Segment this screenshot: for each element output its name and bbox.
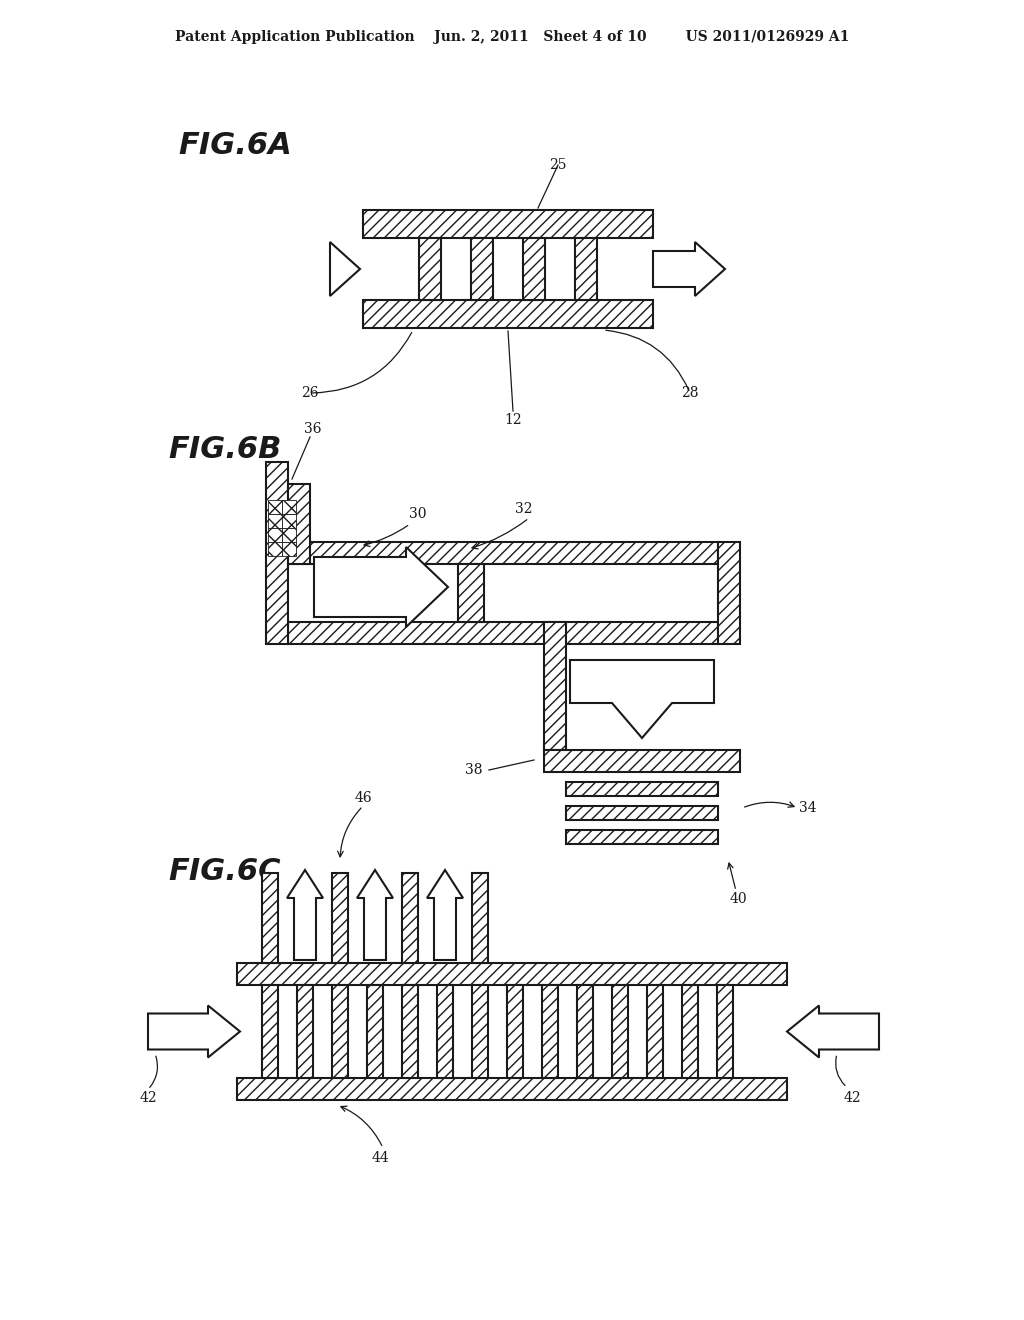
Text: 36: 36 — [304, 422, 322, 436]
Bar — [367, 985, 383, 1078]
Polygon shape — [427, 870, 463, 960]
Bar — [268, 513, 282, 528]
Text: 25: 25 — [549, 158, 566, 172]
Polygon shape — [570, 660, 714, 738]
Text: 32: 32 — [515, 502, 532, 516]
Bar — [268, 528, 282, 543]
Text: 38: 38 — [465, 763, 482, 777]
Text: 12: 12 — [504, 413, 522, 426]
Text: 34: 34 — [799, 801, 817, 814]
Bar — [332, 873, 348, 964]
Bar — [402, 873, 418, 964]
Bar — [612, 985, 628, 1078]
Bar — [575, 238, 597, 300]
Bar — [282, 500, 296, 513]
Bar — [282, 528, 296, 543]
Bar — [544, 750, 740, 772]
Polygon shape — [357, 870, 393, 960]
Text: 42: 42 — [139, 1090, 157, 1105]
Bar — [718, 543, 740, 644]
Text: 28: 28 — [681, 385, 698, 400]
Bar — [542, 985, 558, 1078]
Bar — [262, 985, 278, 1078]
Bar — [507, 985, 523, 1078]
Text: Patent Application Publication    Jun. 2, 2011   Sheet 4 of 10        US 2011/01: Patent Application Publication Jun. 2, 2… — [175, 30, 849, 44]
Bar — [544, 622, 566, 750]
Bar — [523, 238, 545, 300]
Bar — [472, 985, 488, 1078]
Text: 42: 42 — [843, 1090, 861, 1105]
Bar — [577, 985, 593, 1078]
Bar — [297, 985, 313, 1078]
Text: 44: 44 — [371, 1151, 389, 1166]
Bar — [237, 1078, 787, 1100]
Bar — [647, 985, 663, 1078]
Text: 26: 26 — [301, 385, 318, 400]
Bar — [282, 543, 296, 556]
Bar — [566, 830, 718, 843]
Polygon shape — [314, 546, 449, 627]
Bar — [237, 964, 787, 985]
Bar — [472, 873, 488, 964]
Polygon shape — [787, 1006, 879, 1057]
Bar — [362, 300, 653, 327]
Polygon shape — [653, 242, 725, 296]
Text: 30: 30 — [410, 507, 427, 521]
Bar — [262, 873, 278, 964]
Bar — [288, 484, 310, 564]
Bar — [288, 622, 718, 644]
Text: FIG.6A: FIG.6A — [178, 131, 292, 160]
Bar — [566, 781, 718, 796]
Bar — [682, 985, 698, 1078]
Text: 40: 40 — [729, 892, 746, 906]
Bar — [437, 985, 453, 1078]
Polygon shape — [330, 242, 360, 296]
Bar — [566, 807, 718, 820]
Bar — [266, 462, 288, 644]
Bar — [458, 564, 484, 622]
Bar — [402, 985, 418, 1078]
Bar — [268, 500, 282, 513]
Text: FIG.6B: FIG.6B — [168, 436, 282, 465]
Bar — [419, 238, 441, 300]
Bar — [717, 985, 733, 1078]
Bar — [282, 513, 296, 528]
Polygon shape — [148, 1006, 240, 1057]
Bar — [362, 210, 653, 238]
Bar — [288, 543, 718, 564]
Bar — [268, 543, 282, 556]
Bar — [471, 238, 493, 300]
Text: FIG.6C: FIG.6C — [168, 858, 281, 887]
Polygon shape — [287, 870, 323, 960]
Text: 46: 46 — [354, 791, 372, 805]
Bar — [332, 985, 348, 1078]
